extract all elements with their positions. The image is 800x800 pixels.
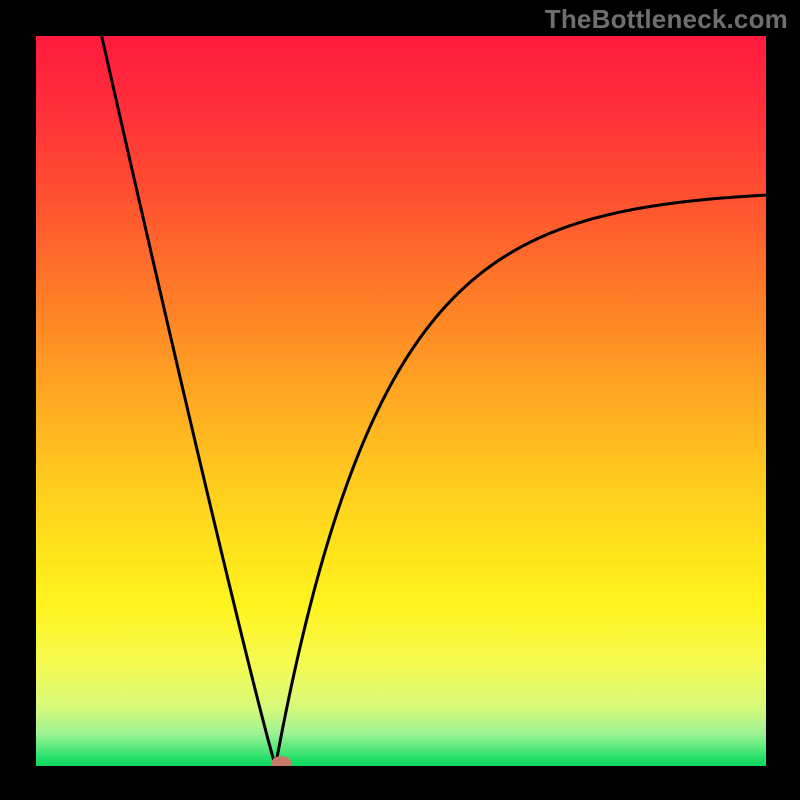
figure: TheBottleneck.com: [0, 0, 800, 800]
plot-background-gradient: [36, 36, 766, 766]
bottleneck-chart: [0, 0, 800, 800]
watermark-text: TheBottleneck.com: [545, 4, 788, 35]
